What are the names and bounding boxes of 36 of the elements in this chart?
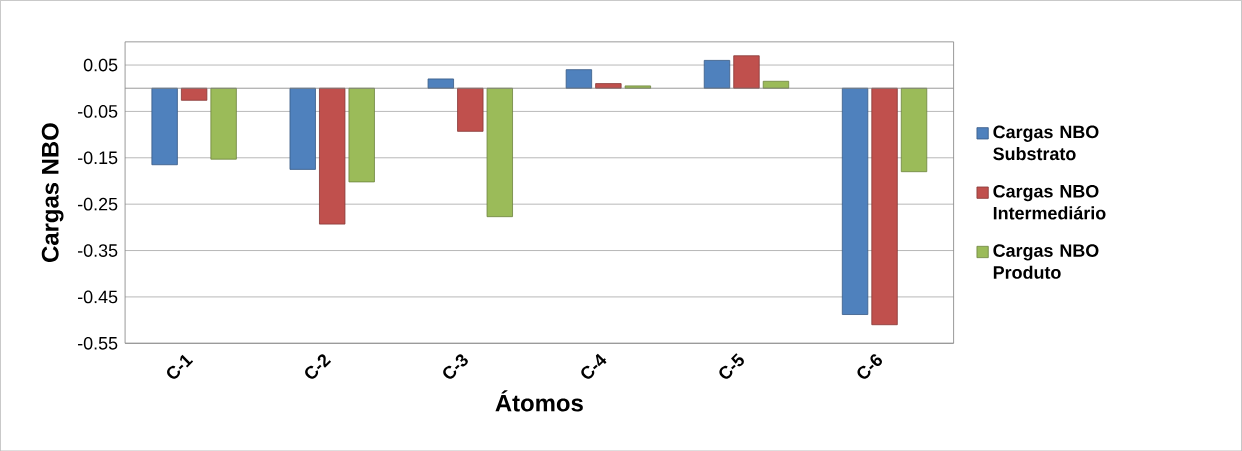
y-tick-label: -0.25 — [78, 197, 118, 211]
bar — [871, 87, 898, 325]
bar — [624, 85, 652, 89]
bar — [180, 87, 208, 101]
bar — [733, 55, 760, 89]
x-tick-label: C-5 — [719, 353, 744, 379]
y-tick-label: -0.35 — [78, 244, 118, 257]
bar — [486, 87, 513, 217]
y-tick-label: -0.45 — [78, 290, 118, 304]
y-tick-label: -0.05 — [78, 104, 118, 118]
bar — [703, 59, 731, 89]
bar — [210, 87, 237, 160]
y-tick-label: -0.55 — [78, 336, 118, 350]
bar — [565, 69, 593, 89]
x-tick-label: C-6 — [857, 354, 883, 379]
bar — [289, 87, 316, 170]
bar — [348, 87, 375, 183]
bar — [151, 87, 178, 165]
bar — [841, 87, 869, 315]
bar — [595, 83, 622, 89]
bar — [457, 87, 484, 132]
y-tick-label: -0.15 — [78, 151, 118, 164]
bar — [319, 87, 346, 225]
legend-label: Cargas NBO Intermediário — [993, 184, 1106, 220]
legend-label: Cargas NBO Produto — [993, 244, 1099, 279]
y-tick-label: 0.05 — [83, 58, 118, 72]
legend-label: Cargas NBO Substrato — [993, 125, 1099, 161]
bar — [900, 87, 928, 172]
x-tick-label: C-2 — [305, 354, 332, 379]
x-axis-title: Átomos — [495, 389, 583, 412]
x-tick-label: C-4 — [581, 353, 607, 379]
bar — [427, 78, 454, 89]
x-tick-label: C-3 — [443, 354, 468, 379]
x-tick-label: C-1 — [167, 354, 194, 379]
bar — [762, 80, 790, 89]
y-axis-title: Cargas NBO — [41, 123, 64, 262]
